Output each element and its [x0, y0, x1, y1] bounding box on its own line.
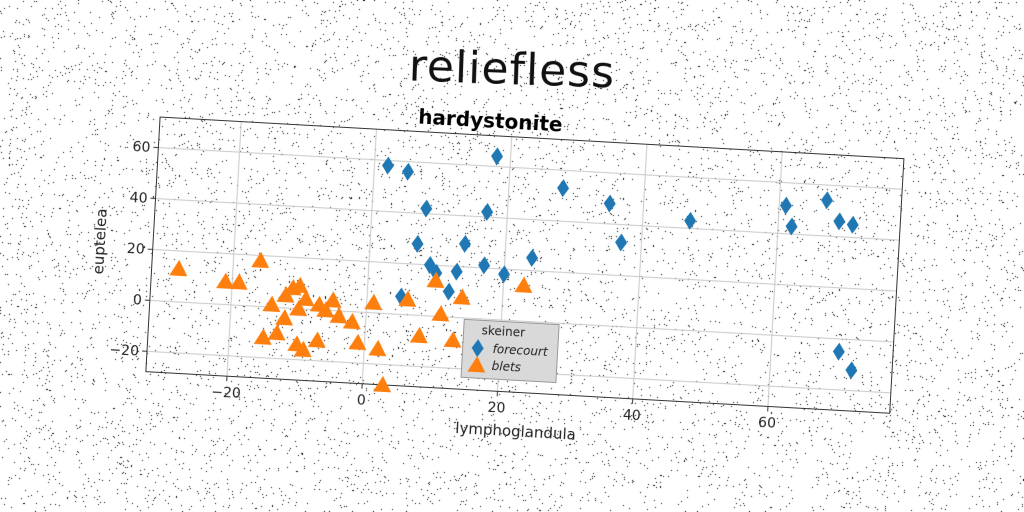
legend-box [460, 318, 560, 384]
diamond-point [423, 255, 436, 274]
x-grid-line [767, 151, 783, 407]
triangle-point [398, 290, 417, 307]
diamond-point [785, 217, 798, 236]
diamond-point [450, 262, 463, 281]
triangle-point [368, 339, 387, 357]
triangle-point [307, 331, 326, 348]
triangle-point [342, 312, 361, 330]
chart-container: hardystonite −20 0 20 40 60 −20 0 20 40 60 lympho… [89, 85, 920, 499]
triangle-point [364, 293, 383, 311]
triangle-point [514, 276, 533, 294]
triangle-point [289, 299, 308, 317]
diamond-point [833, 212, 846, 231]
diamond-point [832, 342, 845, 361]
diamond-point [395, 287, 408, 306]
triangle-point [426, 271, 445, 289]
diamond-point [382, 156, 394, 175]
chart-subtitle: hardystonite [418, 104, 563, 136]
triangle-point [229, 273, 248, 290]
triangle-point [253, 328, 272, 345]
diamond-point [684, 211, 697, 230]
diamond-point [557, 179, 570, 198]
axis-ticks: −20 0 20 40 60 −20 0 20 40 60 [109, 139, 777, 432]
triangle-point [316, 301, 335, 318]
y-tick-label: 40 [129, 190, 148, 207]
y-grid-line [158, 147, 903, 190]
triangle-point [452, 288, 471, 305]
triangle-point [329, 307, 348, 324]
triangle-point [348, 333, 367, 351]
x-tick-label: 20 [487, 400, 506, 417]
triangle-point [373, 375, 392, 393]
diamond-point [459, 234, 472, 253]
series-forecourt [382, 147, 859, 380]
diamond-point [411, 234, 424, 253]
triangle-point [275, 309, 294, 326]
triangle-point [443, 331, 462, 348]
legend-title: skeiner [481, 323, 525, 339]
x-grid-line [632, 144, 648, 399]
data-points [169, 147, 859, 393]
triangle-point [290, 276, 309, 294]
triangle-point [267, 324, 286, 341]
x-tick-label: 0 [356, 392, 366, 408]
triangle-point [296, 289, 315, 307]
diamond-point [846, 215, 859, 234]
x-tick-label: 40 [622, 407, 641, 424]
triangle-point [431, 305, 450, 322]
triangle-point [169, 259, 188, 277]
x-tick-label: 60 [758, 415, 777, 432]
triangle-point [262, 295, 281, 313]
diamond-point [420, 199, 433, 218]
diamond-point [603, 194, 616, 213]
diamond-point [491, 147, 504, 166]
diamond-point [442, 282, 455, 301]
plot-area [145, 116, 905, 414]
x-grid-line [361, 129, 377, 384]
y-axis-label: euptelea [89, 208, 111, 275]
y-grid-line [152, 248, 897, 292]
scatter-chart: hardystonite −20 0 20 40 60 −20 0 20 40 60 lympho… [89, 104, 905, 444]
x-grid-line [226, 121, 242, 377]
x-tick-label: −20 [211, 384, 241, 402]
diamond-point [481, 202, 494, 221]
legend-label-forecourt: forecourt [492, 342, 549, 359]
diamond-point [526, 248, 539, 267]
triangle-point [251, 251, 270, 269]
series-blets [169, 251, 533, 393]
legend-label-blets: blets [491, 359, 521, 375]
diamond-point [498, 265, 511, 284]
legend-marker-forecourt [471, 339, 484, 358]
triangle-point [216, 272, 235, 290]
y-grid-line [155, 198, 900, 241]
y-tick-label: 60 [132, 139, 151, 156]
y-tick-label: −20 [109, 342, 139, 360]
legend-marker-blets [467, 356, 486, 373]
diamond-point [820, 191, 833, 210]
diamond-point [779, 196, 792, 215]
y-tick-label: 20 [126, 241, 145, 258]
x-axis-label: lymphoglandula [455, 419, 576, 444]
y-tick-label: 0 [132, 292, 142, 308]
triangle-point [323, 291, 342, 308]
triangle-point [409, 326, 428, 344]
diamond-point [615, 233, 628, 252]
diamond-point [478, 256, 491, 275]
triangle-point [293, 340, 312, 358]
diamond-point [845, 361, 858, 380]
diamond-point [402, 162, 414, 181]
